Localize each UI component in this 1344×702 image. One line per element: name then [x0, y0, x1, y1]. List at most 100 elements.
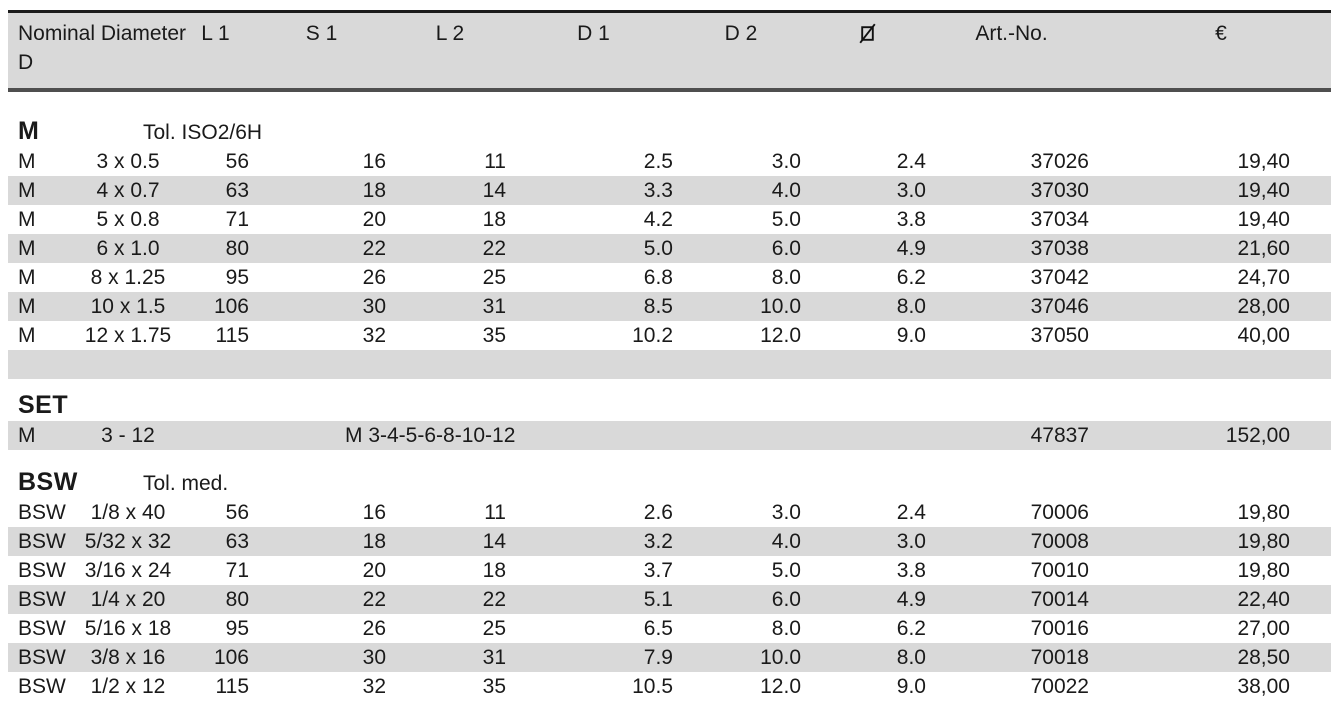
col-header-l1: L 1: [178, 10, 253, 92]
cell-d2: 5.0: [677, 556, 805, 585]
cell-dia: 9.0: [805, 672, 930, 701]
cell-prefix: M: [8, 321, 78, 350]
cell-l1: 71: [178, 205, 253, 234]
cell-prefix: BSW: [8, 556, 78, 585]
cell-art-no: 70006: [930, 498, 1093, 527]
cell-l2: 14: [390, 176, 510, 205]
cell-size: 4 x 0.7: [78, 176, 178, 205]
cell-d2: [677, 350, 805, 379]
cell-s1: 20: [253, 205, 390, 234]
cell-art-no: 70018: [930, 643, 1093, 672]
cell-prefix: BSW: [8, 614, 78, 643]
cell-dia: [805, 421, 930, 450]
cell-dia: 9.0: [805, 321, 930, 350]
spacer-cell: [8, 90, 1331, 117]
cell-l2: 35: [390, 672, 510, 701]
cell-art-no: 70010: [930, 556, 1093, 585]
cell-l1: 115: [178, 321, 253, 350]
cell-s1: [253, 350, 390, 379]
cell-price: [1093, 350, 1331, 379]
cell-price: 28,50: [1093, 643, 1331, 672]
cell-price: 19,80: [1093, 556, 1331, 585]
section-header-cell: BSW Tol. med.: [8, 468, 1331, 498]
section-name: BSW: [18, 468, 78, 496]
cell-size: 12 x 1.75: [78, 321, 178, 350]
cell-price: 19,80: [1093, 527, 1331, 556]
col-header-diameter: [805, 10, 930, 92]
cell-dia: 8.0: [805, 292, 930, 321]
cell-size: 8 x 1.25: [78, 263, 178, 292]
cell-art-no: 70016: [930, 614, 1093, 643]
cell-s1: 26: [253, 263, 390, 292]
cell-s1: 30: [253, 292, 390, 321]
cell-l2: 11: [390, 147, 510, 176]
table-row: BSW 1/4 x 20 80 22 22 5.1 6.0 4.9 70014 22,40: [8, 585, 1331, 614]
table-row: BSW 1/2 x 12 115 32 35 10.5 12.0 9.0 70022 38,00: [8, 672, 1331, 701]
cell-prefix: M: [8, 205, 78, 234]
cell-d2: 8.0: [677, 614, 805, 643]
cell-art-no: [930, 350, 1093, 379]
cell-d2: 3.0: [677, 147, 805, 176]
square-diagonal-slash-icon: [858, 23, 876, 44]
spacer-cell: [8, 450, 1331, 468]
cell-art-no: 37034: [930, 205, 1093, 234]
cell-d1: 3.3: [510, 176, 677, 205]
cell-s1: 32: [253, 321, 390, 350]
cell-art-no: 37046: [930, 292, 1093, 321]
col-header-nominal-diameter: Nominal Diameter D: [8, 10, 186, 92]
cell-d2: 6.0: [677, 234, 805, 263]
cell-size: 3/8 x 16: [78, 643, 178, 672]
cell-size: 6 x 1.0: [78, 234, 178, 263]
cell-size: 1/8 x 40: [78, 498, 178, 527]
cell-dia: [805, 350, 930, 379]
cell-price: 19,40: [1093, 205, 1331, 234]
cell-dia: 3.0: [805, 527, 930, 556]
cell-l1: 63: [178, 176, 253, 205]
cell-l1: [178, 350, 253, 379]
cell-price: 22,40: [1093, 585, 1331, 614]
section-spacer: [8, 90, 1331, 117]
cell-prefix: M: [8, 176, 78, 205]
cell-l2: 11: [390, 498, 510, 527]
cell-prefix: [8, 350, 78, 379]
cell-s1: 20: [253, 556, 390, 585]
cell-d1: 5.1: [510, 585, 677, 614]
cell-s1: 22: [253, 585, 390, 614]
cell-s1: 26: [253, 614, 390, 643]
cell-l1: 56: [178, 498, 253, 527]
cell-price: 38,00: [1093, 672, 1331, 701]
cell-price: 24,70: [1093, 263, 1331, 292]
cell-dia: 3.8: [805, 556, 930, 585]
cell-prefix: BSW: [8, 527, 78, 556]
cell-d2: 8.0: [677, 263, 805, 292]
cell-l1: 115: [178, 672, 253, 701]
cell-art-no: 37026: [930, 147, 1093, 176]
nominal-d-label: D: [18, 51, 34, 74]
cell-prefix: M: [8, 292, 78, 321]
cell-art-no: 37030: [930, 176, 1093, 205]
cell-dia: 4.9: [805, 585, 930, 614]
cell-d1: 10.2: [510, 321, 677, 350]
cell-l1: 106: [178, 643, 253, 672]
cell-l2: 22: [390, 234, 510, 263]
cell-l1: 71: [178, 556, 253, 585]
cell-d1: 7.9: [510, 643, 677, 672]
cell-size: 3/16 x 24: [78, 556, 178, 585]
section-name: SET: [18, 391, 69, 419]
cell-prefix: M: [8, 234, 78, 263]
cell-prefix: BSW: [8, 643, 78, 672]
header-row: Nominal Diameter D L 1 S 1 L 2 D 1 D 2 A…: [8, 10, 1331, 92]
cell-d1: 6.8: [510, 263, 677, 292]
cell-price: 21,60: [1093, 234, 1331, 263]
cell-prefix: M: [8, 147, 78, 176]
cell-d1: 2.6: [510, 498, 677, 527]
col-header-currency: €: [1093, 10, 1331, 92]
cell-size: 10 x 1.5: [78, 292, 178, 321]
cell-s1: 18: [253, 176, 390, 205]
cell-l2: 22: [390, 585, 510, 614]
section-tolerance: Tol. ISO2/6H: [143, 121, 263, 144]
cell-size: 1/4 x 20: [78, 585, 178, 614]
